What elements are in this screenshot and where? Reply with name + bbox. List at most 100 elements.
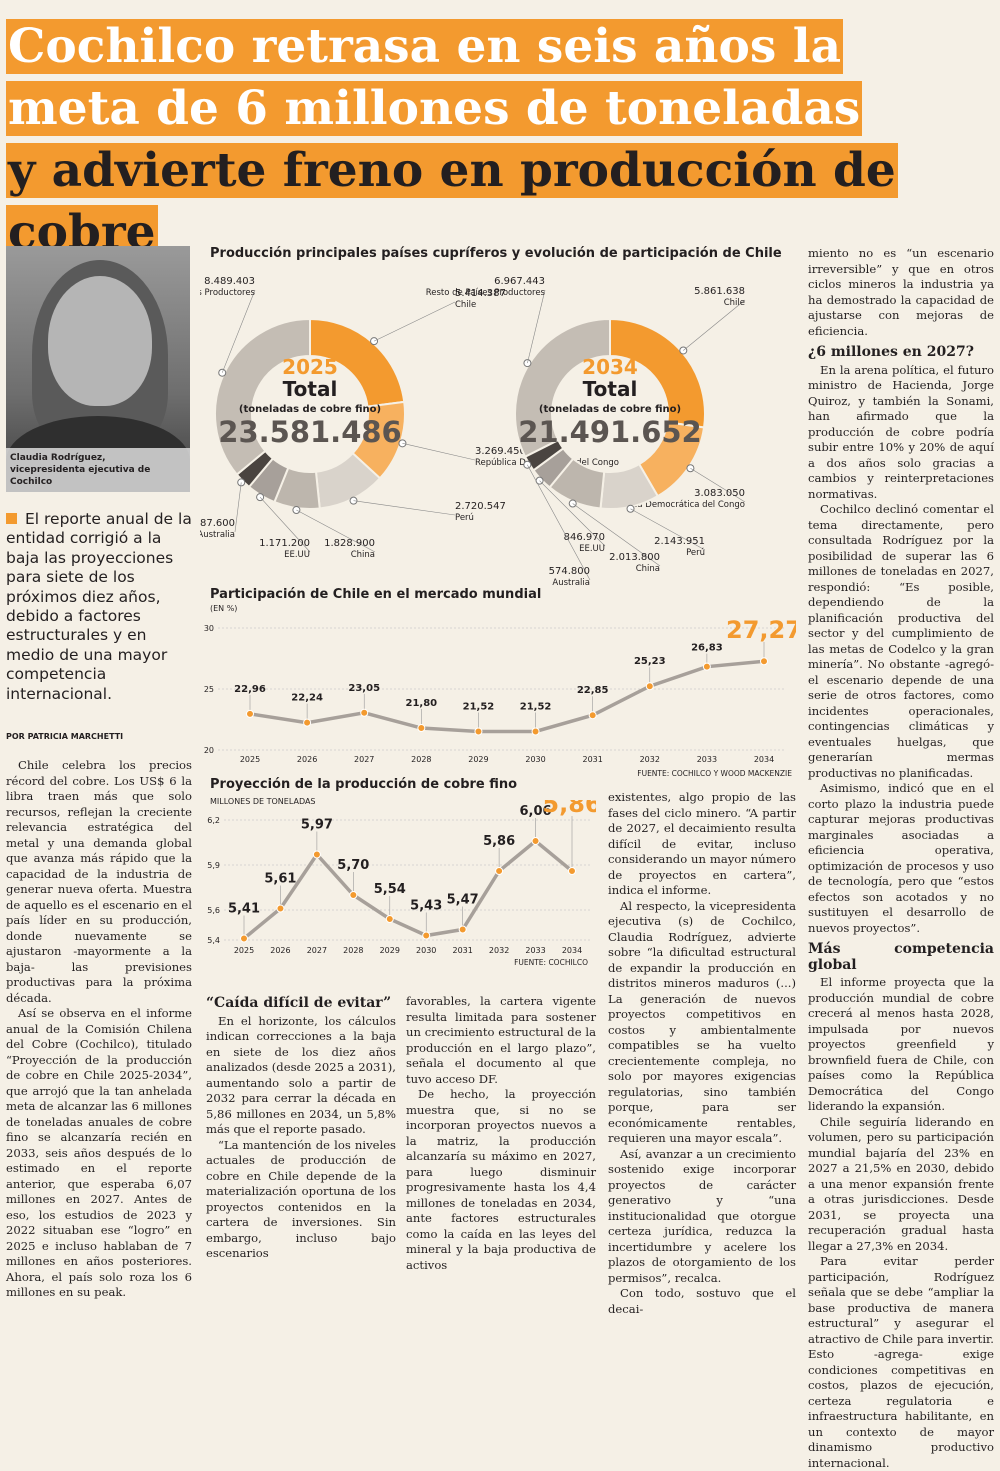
y-tick-label: 5,4 [207,936,220,945]
series-line [249,659,765,734]
data-point [360,708,369,717]
x-tick-label: 2029 [380,946,400,955]
col5-paragraph: Cochilco declinó comentar el tema direct… [808,502,994,780]
col4-paragraph: Así, avanzar a un crecimiento sostenido … [608,1146,796,1285]
donut-category-label-1-4: EE.UU [579,544,605,554]
donut-value-label-0-0: 5.414.387 [455,288,506,299]
data-label: 23,05 [348,683,380,694]
data-point [474,727,483,736]
y-tick-label: 6,2 [207,816,220,825]
donut-category-label-1-5: Australia [552,578,590,588]
y-tick-label: 5,6 [207,906,220,915]
col2-paragraph: En el horizonte, los cálculos indican co… [206,1013,396,1137]
col5-paragraph: Asimismo, indicó que en el corto plazo l… [808,781,994,935]
data-point [276,904,285,913]
col5-paragraph: En la arena política, el futuro ministro… [808,362,994,501]
data-label: 22,85 [577,685,609,696]
donut-value-label-1-4: 846.970 [564,532,605,543]
donut-value-label-1-1: 3.083.050 [694,488,745,499]
col5-paragraph: miento no es “un escenario irreversible”… [808,246,994,338]
donut-value-label-0-5: 687.600 [200,518,235,529]
donut-category-label-0-6: Resto de Países Productores [200,288,256,298]
col2-paragraph: “La mantención de los niveles actuales d… [206,1137,396,1261]
donut-leader-1-2 [630,508,706,551]
data-point [240,934,248,943]
x-tick-label: 2033 [525,946,545,955]
x-tick-label: 2029 [468,755,488,764]
donut-leader-0-1 [402,443,476,461]
donut-category-label-0-3: China [351,550,375,560]
x-tick-label: 2026 [297,755,317,764]
data-point [422,931,431,940]
data-point [531,837,540,845]
data-point [385,915,394,923]
y-tick-label: 20 [204,746,214,755]
col5-heading-1: ¿6 millones en 2027? [808,344,974,360]
data-label: 5,54 [374,882,406,897]
donut-value-label-0-2: 2.720.547 [455,501,506,512]
y-tick-label: 25 [204,685,214,694]
donut-category-label-1-2: Perú [686,548,705,558]
data-point [760,657,768,666]
chart-source: FUENTE: COCHILCO Y WOOD MACKENZIE [637,769,792,778]
donut-slice-1-6 [514,317,611,459]
donut-center-year-0: 2025 [282,355,338,379]
x-tick-label: 2027 [307,946,327,955]
headline: Cochilco retrasa en seis años la meta de… [6,16,906,264]
col2-heading: “Caída difícil de evitar” [206,995,392,1011]
body-column-1: Chile celebra los precios récord del cob… [6,758,192,1301]
data-label: 26,83 [691,643,723,654]
x-tick-label: 2031 [452,946,472,955]
headline-white-part: Cochilco retrasa en seis años la meta de… [6,19,863,136]
donut-leader-0-3 [296,509,376,553]
col3-paragraph: favorables, la cartera vigente resulta l… [406,994,596,1086]
col4-paragraph: Al respecto, la vicepresidenta ejecutiva… [608,898,796,1146]
col5-paragraph: Para evitar perder participación, Rodríg… [808,1254,994,1470]
x-tick-label: 2027 [354,755,374,764]
donut-marker-1-0 [679,346,688,355]
y-tick-label: 5,9 [207,861,220,870]
x-tick-label: 2034 [754,755,774,764]
body-column-2: “Caída difícil de evitar” En el horizont… [206,990,396,1262]
data-point [458,925,467,934]
series-line [242,838,574,940]
data-label-highlight: 5,86 [542,800,596,818]
data-label: 22,24 [291,693,323,704]
donut-marker-1-2 [626,504,635,513]
photo-caption: Claudia Rodríguez, vicepresidenta ejecut… [6,448,190,492]
data-point [588,711,597,720]
y-tick-label: 30 [204,624,214,633]
data-label: 25,23 [634,656,666,667]
donut-value-label-0-4: 1.171.200 [259,538,310,549]
donut-leader-1-6 [527,289,546,364]
x-tick-label: 2026 [270,946,290,955]
chart-share-unit: (EN %) [210,604,238,613]
lead-text: El reporte anual de la entidad corrigió … [6,510,192,703]
headline-dark-part: y advierte freno en producción de cobre [6,143,898,260]
donut-slice-0-6 [214,317,311,476]
donut-center-label-1: Total [583,377,638,401]
data-label: 5,47 [447,893,479,908]
donut-value-label-1-5: 574.800 [549,566,590,577]
donut-category-label-0-4: EE.UU [284,550,310,560]
donut-category-label-0-0: Chile [455,300,476,310]
data-label: 5,70 [337,858,369,873]
donut-value-label-1-6: 6.967.443 [494,276,545,287]
data-point [531,727,540,736]
donut-leader-1-4 [539,480,606,547]
donut-center-unit-1: (toneladas de cobre fino) [539,404,681,415]
lead-paragraph: El reporte anual de la entidad corrigió … [6,510,192,704]
donut-center-value-1: 21.491.652 [518,415,701,449]
x-tick-label: 2031 [582,755,602,764]
donut-leader-1-1 [690,467,746,503]
col1-paragraph: Chile celebra los precios récord del cob… [6,758,192,1005]
donut-category-label-1-0: Chile [724,298,745,308]
data-point [246,709,254,718]
data-point [702,662,711,671]
donut-leader-0-5 [234,482,242,533]
share-line-chart: 202530202522,96202622,24202723,05202821,… [204,616,796,778]
data-point [645,682,654,691]
data-point [417,724,426,733]
data-label: 5,43 [410,899,442,914]
